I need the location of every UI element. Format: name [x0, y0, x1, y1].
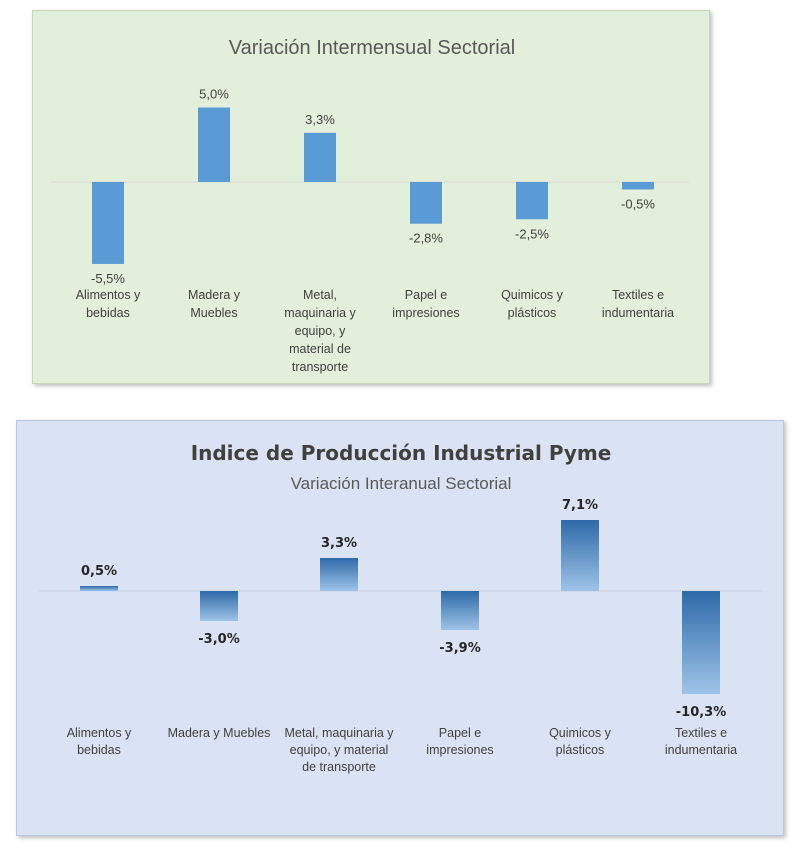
category-label-3-1: impresiones — [426, 743, 493, 757]
category-label-3-0: Papel e — [439, 726, 481, 740]
data-label-0: 0,5% — [81, 564, 117, 579]
data-label-1: -3,0% — [198, 632, 239, 647]
chart-title: Variación Intermensual Sectorial — [229, 37, 515, 59]
bar-4 — [516, 182, 548, 220]
category-label-2-1: equipo, y material — [290, 743, 389, 757]
data-label-2: 3,3% — [305, 112, 335, 127]
data-label-2: 3,3% — [321, 536, 357, 551]
category-label-0-0: Alimentos y — [76, 288, 141, 302]
chart-interanual-svg: Indice de Producción Industrial Pyme Var… — [39, 441, 763, 774]
category-label-3-1: impresiones — [392, 306, 459, 320]
category-label-4-1: plásticos — [556, 743, 605, 757]
category-label-2-3: material de — [289, 342, 351, 356]
bar-2 — [320, 558, 358, 591]
data-label-4: -2,5% — [515, 226, 549, 241]
category-label-3-0: Papel e — [405, 288, 447, 302]
category-label-4-0: Quimicos y — [501, 288, 564, 302]
category-label-1-0: Madera y — [188, 288, 241, 302]
bar-0 — [80, 586, 118, 591]
bar-0 — [92, 182, 124, 264]
chart-subtitle: Variación Interanual Sectorial — [291, 474, 512, 493]
bar-5 — [622, 182, 654, 190]
category-label-0-0: Alimentos y — [67, 726, 132, 740]
bar-3 — [410, 182, 442, 224]
category-label-2-1: maquinaria y — [284, 306, 356, 320]
data-label-0: -5,5% — [91, 271, 125, 286]
data-label-5: -10,3% — [676, 705, 727, 720]
category-label-4-0: Quimicos y — [549, 726, 612, 740]
category-label-2-0: Metal, maquinaria y — [284, 726, 394, 740]
bar-1 — [200, 591, 238, 621]
chart-title: Indice de Producción Industrial Pyme — [191, 441, 612, 465]
bar-3 — [441, 591, 479, 630]
data-label-3: -3,9% — [439, 641, 480, 656]
data-label-3: -2,8% — [409, 231, 443, 246]
category-label-2-2: equipo, y — [295, 324, 346, 338]
category-label-5-1: indumentaria — [602, 306, 674, 320]
data-label-5: -0,5% — [621, 196, 655, 211]
bar-4 — [561, 520, 599, 591]
category-label-4-1: plásticos — [508, 306, 557, 320]
category-label-0-1: bebidas — [86, 306, 130, 320]
chart-intermensual-svg: Variación Intermensual Sectorial -5,5% 5,… — [51, 37, 689, 374]
category-label-1-1: Muebles — [190, 306, 237, 320]
category-label-5-0: Textiles e — [675, 726, 727, 740]
category-label-5-1: indumentaria — [665, 743, 737, 757]
bar-5 — [682, 591, 720, 694]
data-label-1: 5,0% — [199, 87, 229, 102]
category-label-0-1: bebidas — [77, 743, 121, 757]
data-label-4: 7,1% — [562, 498, 598, 513]
bar-1 — [198, 107, 230, 182]
chart-interanual: Indice de Producción Industrial Pyme Var… — [16, 420, 784, 836]
category-label-2-0: Metal, — [303, 288, 337, 302]
category-label-2-2: de transporte — [302, 760, 376, 774]
bar-2 — [304, 132, 336, 182]
category-label-1-0: Madera y Muebles — [168, 726, 271, 740]
category-label-2-4: transporte — [292, 360, 348, 374]
chart-intermensual: Variación Intermensual Sectorial -5,5% 5,… — [32, 10, 710, 384]
category-label-5-0: Textiles e — [612, 288, 664, 302]
